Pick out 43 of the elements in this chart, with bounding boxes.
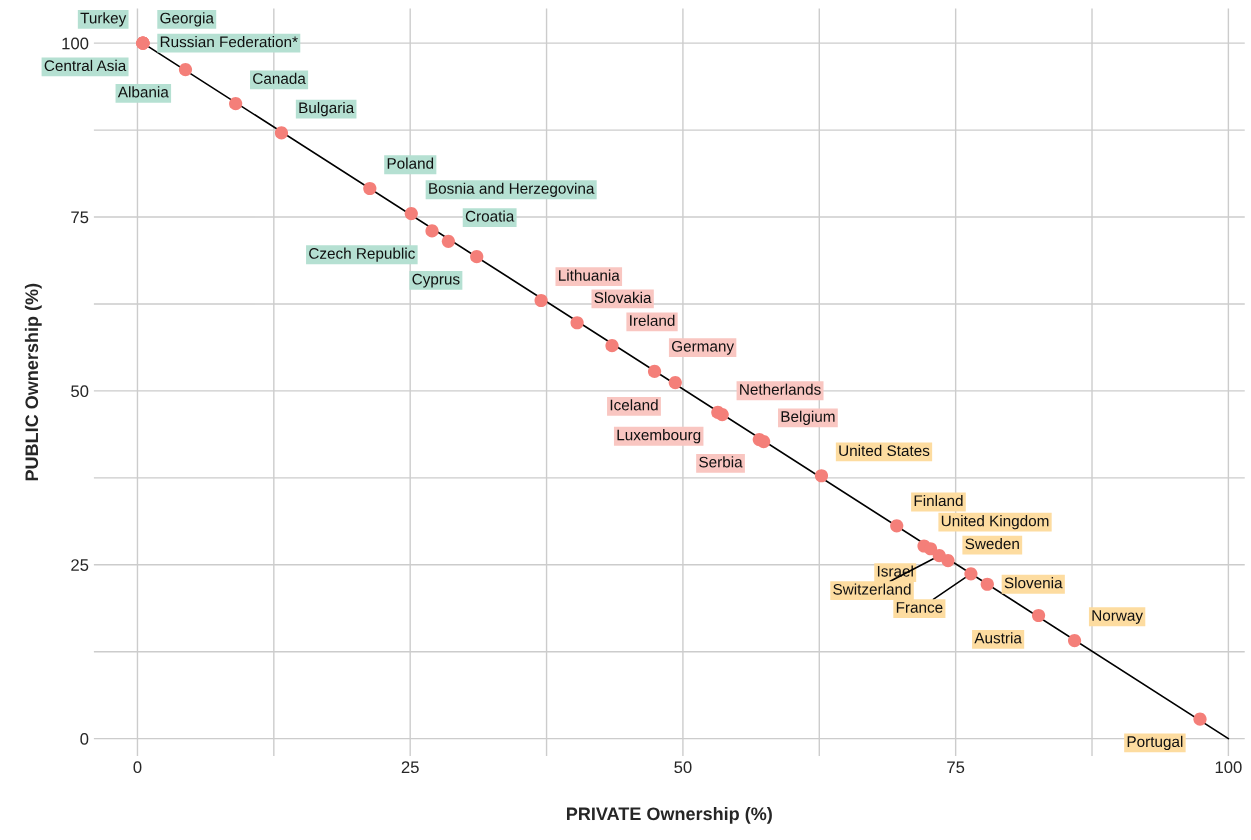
data-label: Slovenia (1004, 577, 1063, 589)
y-tick-label: 100 (62, 37, 89, 50)
x-tick-label: 75 (947, 761, 965, 774)
data-label: Netherlands (740, 383, 821, 395)
data-label: Serbia (699, 456, 743, 468)
data-label: France (896, 602, 943, 613)
data-label: Germany (671, 340, 735, 355)
y-axis-title: PUBLIC Ownership (%) (24, 283, 42, 481)
data-label: Russian Federation* (160, 36, 298, 48)
data-label: Lithuania (559, 269, 620, 281)
data-label: Poland (387, 157, 434, 169)
data-label: Canada (253, 72, 306, 84)
data-label: Croatia (465, 210, 515, 222)
y-tick-label: 75 (71, 211, 89, 224)
x-tick-label: 0 (133, 761, 142, 774)
x-axis-title: PRIVATE Ownership (%) (566, 806, 772, 824)
data-label: Ireland (630, 314, 675, 326)
data-label: Slovakia (594, 291, 652, 304)
data-label: Bulgaria (299, 101, 355, 117)
x-tick-label: 100 (1215, 761, 1242, 774)
y-tick-label: 50 (71, 385, 89, 398)
data-label: Sweden (965, 538, 1019, 550)
data-label: Bosnia and Herzegovina (429, 182, 595, 197)
data-label: United States (839, 444, 930, 457)
data-label: Finland (914, 494, 963, 507)
data-label: Czech Republic (309, 247, 415, 262)
data-label: Iceland (610, 399, 658, 411)
data-label: Norway (1092, 610, 1143, 624)
data-label: Central Asia (44, 59, 127, 72)
data-label: Austria (974, 632, 1022, 644)
x-tick-label: 50 (674, 761, 692, 774)
data-label: Turkey (80, 12, 127, 27)
data-label: Albania (117, 86, 169, 98)
data-label: Belgium (781, 410, 835, 425)
data-label: United Kingdom (941, 515, 1049, 530)
x-tick-label: 25 (401, 761, 419, 774)
data-label: Cyprus (412, 273, 460, 288)
data-label: Switzerland (833, 583, 911, 595)
data-label: Portugal (1127, 735, 1183, 751)
data-label: Luxembourg (617, 429, 701, 444)
data-label: Georgia (160, 12, 214, 27)
y-tick-label: 25 (71, 559, 89, 571)
y-tick-label: 0 (80, 733, 89, 745)
